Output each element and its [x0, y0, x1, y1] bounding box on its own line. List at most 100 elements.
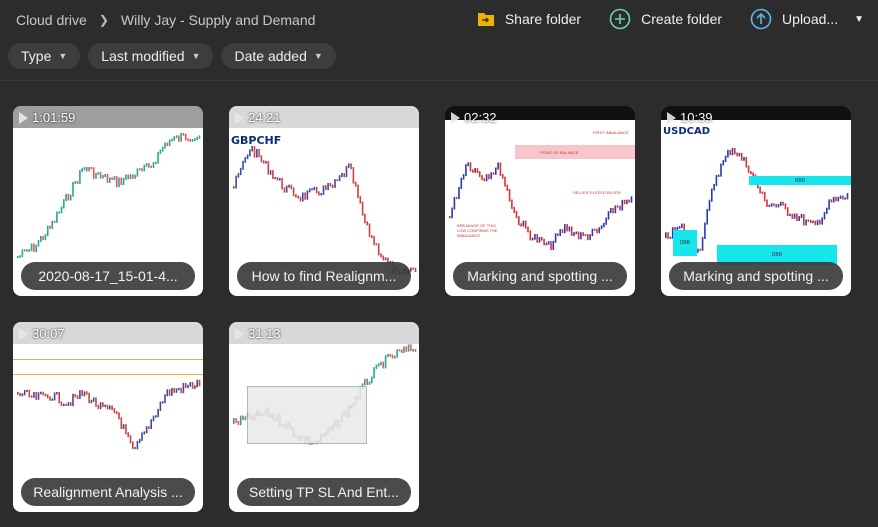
candle: [541, 236, 543, 241]
candle: [750, 171, 752, 175]
candle: [145, 163, 148, 167]
candle: [265, 160, 267, 164]
chart-note: BREAKAGE OF THIS LOW CONFIRMS THE IMBALA…: [457, 223, 498, 238]
candle: [738, 152, 741, 157]
candle: [368, 223, 371, 238]
candle: [106, 404, 109, 410]
candle: [727, 149, 729, 158]
candle: [182, 132, 185, 136]
candle: [143, 431, 146, 435]
candle: [842, 195, 844, 200]
candle: [249, 149, 251, 157]
candle: [150, 419, 152, 430]
upload-button[interactable]: Upload... ▼: [750, 8, 864, 30]
candle: [49, 396, 51, 401]
candle: [157, 408, 159, 418]
share-folder-button[interactable]: Share folder: [477, 10, 581, 28]
candle: [276, 177, 279, 181]
candle: [414, 348, 417, 352]
create-folder-button[interactable]: Create folder: [609, 8, 722, 30]
candle: [111, 405, 113, 411]
candle: [125, 174, 127, 180]
chevron-down-icon: ▼: [58, 51, 68, 61]
filter-last-modified[interactable]: Last modified ▼: [88, 43, 214, 69]
chevron-down-icon[interactable]: ▼: [854, 13, 864, 25]
candle: [364, 213, 366, 224]
candle: [49, 225, 51, 229]
level-line: [13, 374, 203, 375]
candle: [830, 199, 833, 203]
candle: [789, 213, 791, 217]
candle: [782, 201, 784, 206]
video-card[interactable]: 30:07 Realignment Analysis ...: [13, 322, 203, 512]
candle: [318, 191, 320, 196]
candle: [102, 402, 104, 408]
candle: [508, 188, 511, 202]
candle: [699, 248, 702, 251]
candle: [665, 232, 667, 238]
candle: [180, 132, 182, 142]
candle: [58, 211, 60, 214]
candle: [697, 248, 699, 253]
candle: [375, 243, 378, 246]
candle: [182, 382, 185, 394]
candle: [761, 191, 764, 194]
candle: [109, 177, 111, 183]
breadcrumb-root[interactable]: Cloud drive: [16, 12, 87, 28]
candle: [614, 205, 617, 214]
filter-type[interactable]: Type ▼: [8, 43, 81, 69]
video-card[interactable]: GBPCHF 24:21 How to find Realignm...: [229, 106, 419, 296]
thumbnail-chart: [445, 106, 635, 251]
candle: [338, 175, 341, 182]
candle: [63, 199, 65, 209]
candle: [731, 147, 734, 156]
chart-note: SELLER EXCEED BUYER: [573, 190, 621, 195]
candle: [414, 267, 417, 273]
candle: [113, 176, 116, 181]
candle: [237, 420, 240, 426]
level-line: [13, 359, 203, 360]
candle: [35, 391, 37, 400]
candle: [453, 196, 456, 210]
candle: [348, 163, 350, 168]
candle: [129, 435, 132, 444]
candle: [308, 188, 311, 193]
candle: [720, 163, 722, 177]
candle: [258, 148, 260, 158]
filter-date-added[interactable]: Date added ▼: [221, 43, 336, 69]
candle: [76, 395, 79, 399]
candle: [490, 172, 492, 180]
candle: [580, 232, 582, 240]
candle: [65, 193, 67, 202]
duration: 31:13: [248, 326, 281, 341]
duration: 24:21: [248, 110, 281, 125]
candle: [561, 229, 564, 234]
candle: [134, 446, 136, 450]
candle: [504, 176, 506, 187]
video-card[interactable]: 1:01:59 2020-08-17_15-01-4...: [13, 106, 203, 296]
candle: [377, 243, 380, 256]
candle: [97, 404, 100, 410]
candle: [343, 173, 345, 178]
candle: [115, 411, 118, 415]
candle: [274, 177, 276, 180]
candle: [37, 392, 40, 400]
candle: [819, 219, 821, 225]
candle: [394, 355, 396, 359]
video-card[interactable]: RBR DBR DBR USDCAD 10:39 Marking and spo…: [661, 106, 851, 296]
candle: [30, 243, 33, 252]
candle: [69, 194, 72, 201]
candle: [821, 217, 823, 225]
candle: [350, 163, 352, 170]
candle: [92, 167, 95, 179]
candle: [155, 161, 157, 165]
candle: [607, 211, 610, 220]
candle: [74, 393, 77, 398]
candle: [53, 392, 56, 401]
candle: [798, 216, 800, 222]
video-card[interactable]: 31:13 Setting TP SL And Ent...: [229, 322, 419, 512]
video-card[interactable]: FIRST IMBALANCE POINT OF BALANCE SELLER …: [445, 106, 635, 296]
candle: [823, 211, 826, 220]
candle: [357, 184, 359, 199]
candle: [166, 389, 169, 397]
